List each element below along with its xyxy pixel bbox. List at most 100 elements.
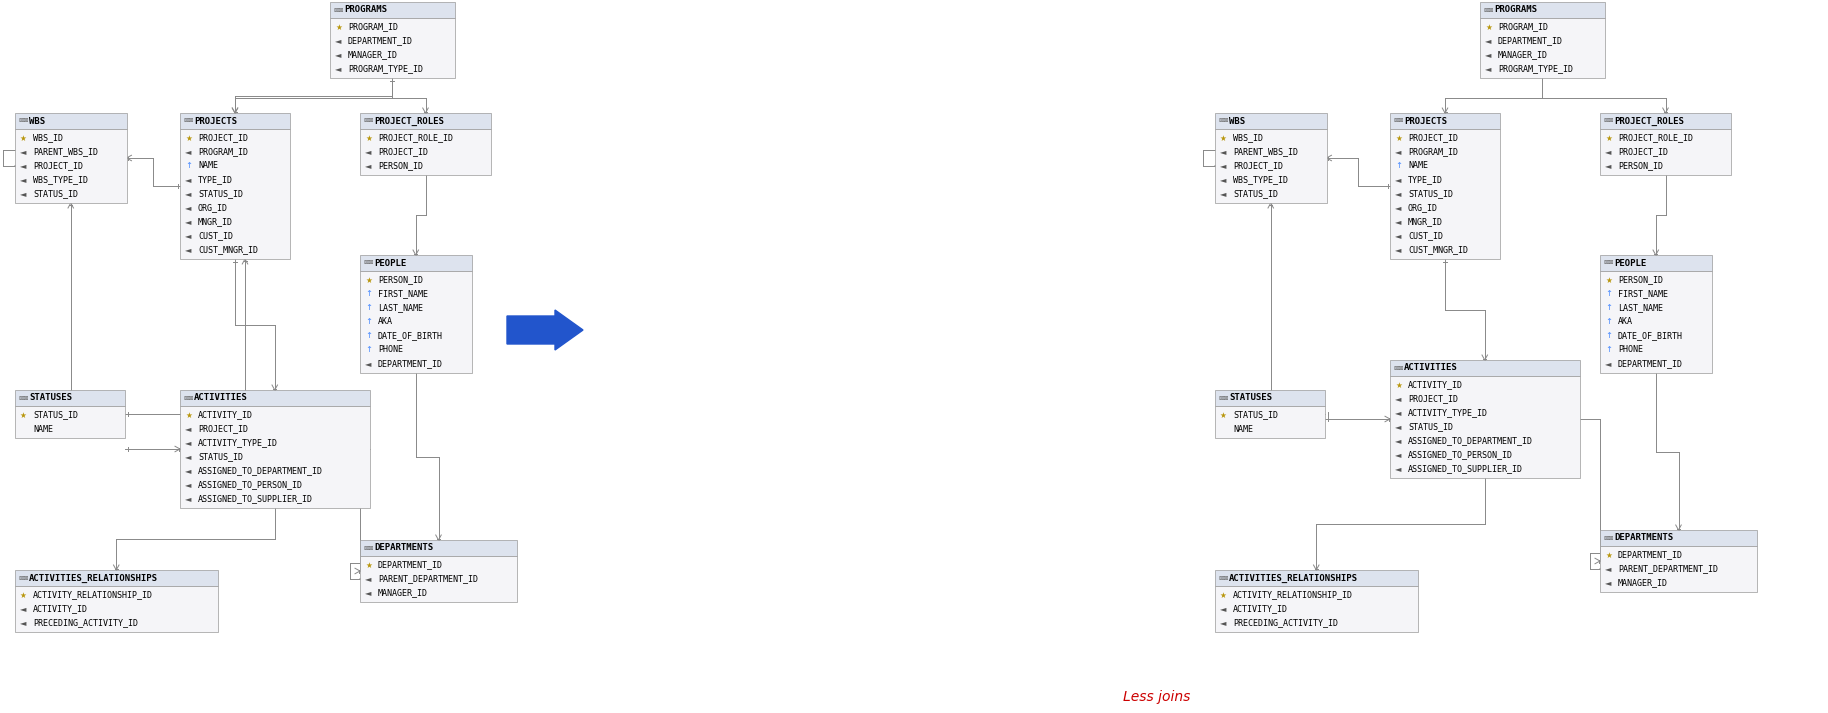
Text: ACTIVITIES_RELATIONSHIPS: ACTIVITIES_RELATIONSHIPS	[29, 573, 157, 583]
Text: ⊠⊠: ⊠⊠	[364, 260, 373, 265]
Text: ↑: ↑	[366, 332, 373, 341]
Text: PARENT_WBS_ID: PARENT_WBS_ID	[1234, 148, 1298, 156]
Text: WBS_TYPE_ID: WBS_TYPE_ID	[1234, 175, 1289, 185]
Text: ◄: ◄	[20, 618, 26, 627]
Text: ◄: ◄	[366, 162, 371, 170]
Text: PROJECT_ROLE_ID: PROJECT_ROLE_ID	[1618, 133, 1693, 143]
Text: PROGRAMS: PROGRAMS	[344, 6, 388, 14]
Text: DEPARTMENT_ID: DEPARTMENT_ID	[1618, 550, 1684, 560]
Text: ◄: ◄	[185, 424, 192, 434]
Text: ◄: ◄	[1395, 451, 1402, 459]
Text: ◄: ◄	[1605, 162, 1612, 170]
Text: ◄: ◄	[185, 175, 192, 185]
Text: PERSON_ID: PERSON_ID	[1618, 162, 1663, 170]
Text: CUST_MNGR_ID: CUST_MNGR_ID	[1408, 245, 1468, 255]
Text: ◄: ◄	[1484, 64, 1492, 73]
Text: PEOPLE: PEOPLE	[375, 259, 406, 267]
Text: PROGRAMS: PROGRAMS	[1493, 6, 1537, 14]
Text: ◄: ◄	[1395, 423, 1402, 431]
Text: PHONE: PHONE	[1618, 346, 1643, 354]
Text: NAME: NAME	[1234, 424, 1252, 434]
Text: NAME: NAME	[197, 162, 218, 170]
Text: ★: ★	[366, 275, 371, 284]
Text: ★: ★	[185, 133, 192, 143]
Bar	[1389, 113, 1501, 129]
Text: DEPARTMENT_ID: DEPARTMENT_ID	[347, 36, 413, 46]
Bar	[1216, 570, 1417, 586]
Text: MANAGER_ID: MANAGER_ID	[1618, 578, 1667, 588]
Text: PROJECT_ID: PROJECT_ID	[33, 162, 82, 170]
Text: LAST_NAME: LAST_NAME	[1618, 304, 1663, 312]
Text: ◄: ◄	[1395, 394, 1402, 404]
Text: PROJECT_ID: PROJECT_ID	[1234, 162, 1283, 170]
Text: ◄: ◄	[1395, 464, 1402, 473]
Text: PROJECT_ID: PROJECT_ID	[197, 424, 249, 434]
Text: ★: ★	[1605, 133, 1612, 143]
Text: PROJECT_ID: PROJECT_ID	[378, 148, 428, 156]
Text: ◄: ◄	[335, 36, 342, 46]
Text: PARENT_WBS_ID: PARENT_WBS_ID	[33, 148, 99, 156]
Text: MANAGER_ID: MANAGER_ID	[378, 588, 428, 597]
Text: ◄: ◄	[1219, 148, 1227, 156]
Bar	[15, 586, 218, 632]
Bar	[1216, 586, 1417, 632]
Bar	[15, 570, 218, 586]
Text: ⊠⊠: ⊠⊠	[183, 396, 194, 401]
Text: STATUS_ID: STATUS_ID	[197, 190, 243, 198]
Text: DEPARTMENT_ID: DEPARTMENT_ID	[378, 359, 442, 369]
Text: DEPARTMENT_ID: DEPARTMENT_ID	[1497, 36, 1563, 46]
Text: ◄: ◄	[1219, 605, 1227, 613]
Text: STATUS_ID: STATUS_ID	[197, 453, 243, 461]
Text: MNGR_ID: MNGR_ID	[1408, 217, 1442, 227]
Text: STATUS_ID: STATUS_ID	[1234, 411, 1278, 419]
Bar	[331, 2, 455, 18]
Text: PROGRAM_ID: PROGRAM_ID	[1408, 148, 1459, 156]
Bar	[179, 129, 291, 259]
Text: ◄: ◄	[335, 51, 342, 59]
Text: PROJECT_ROLE_ID: PROJECT_ROLE_ID	[378, 133, 453, 143]
Text: ◄: ◄	[185, 438, 192, 448]
Bar	[1600, 255, 1711, 271]
Text: ORG_ID: ORG_ID	[1408, 203, 1439, 212]
Text: STATUS_ID: STATUS_ID	[1234, 190, 1278, 198]
Text: STATUS_ID: STATUS_ID	[33, 411, 79, 419]
Text: ★: ★	[1219, 411, 1227, 419]
Text: ↑: ↑	[1605, 304, 1612, 312]
Text: ◄: ◄	[185, 203, 192, 212]
Bar	[15, 390, 124, 406]
Text: ACTIVITY_RELATIONSHIP_ID: ACTIVITY_RELATIONSHIP_ID	[1234, 590, 1353, 600]
Text: ◄: ◄	[1395, 232, 1402, 240]
Text: ↑: ↑	[366, 304, 373, 312]
Text: ↑: ↑	[1605, 289, 1612, 299]
Text: ⊠⊠: ⊠⊠	[1603, 118, 1614, 123]
Text: PROGRAM_TYPE_ID: PROGRAM_TYPE_ID	[1497, 64, 1574, 73]
Text: ◄: ◄	[1395, 190, 1402, 198]
Text: ◄: ◄	[1395, 175, 1402, 185]
Text: PROJECT_ID: PROJECT_ID	[1408, 133, 1459, 143]
Bar	[1600, 271, 1711, 373]
Text: ⊠⊠: ⊠⊠	[1393, 366, 1404, 371]
Text: DEPARTMENTS: DEPARTMENTS	[1614, 533, 1673, 543]
Text: ⊠⊠: ⊠⊠	[1393, 118, 1404, 123]
Bar	[179, 390, 369, 406]
Text: WBS: WBS	[1228, 116, 1245, 125]
Text: STATUS_ID: STATUS_ID	[1408, 190, 1453, 198]
Text: ⊠⊠: ⊠⊠	[18, 396, 29, 401]
Text: MNGR_ID: MNGR_ID	[197, 217, 232, 227]
Bar	[15, 129, 126, 203]
Text: PRECEDING_ACTIVITY_ID: PRECEDING_ACTIVITY_ID	[33, 618, 137, 627]
Text: PARENT_DEPARTMENT_ID: PARENT_DEPARTMENT_ID	[378, 575, 477, 583]
Text: ★: ★	[1395, 381, 1402, 389]
Bar	[15, 406, 124, 438]
Text: ACTIVITY_TYPE_ID: ACTIVITY_TYPE_ID	[1408, 409, 1488, 418]
Text: ★: ★	[20, 133, 27, 143]
Bar	[179, 113, 291, 129]
Bar	[1389, 360, 1579, 376]
Text: ◄: ◄	[20, 148, 26, 156]
Text: ⊠⊠: ⊠⊠	[1217, 118, 1228, 123]
Text: ◄: ◄	[1484, 51, 1492, 59]
Text: WBS_ID: WBS_ID	[1234, 133, 1263, 143]
Text: PROGRAM_ID: PROGRAM_ID	[197, 148, 249, 156]
Text: ◄: ◄	[185, 245, 192, 255]
Text: PERSON_ID: PERSON_ID	[378, 275, 422, 284]
